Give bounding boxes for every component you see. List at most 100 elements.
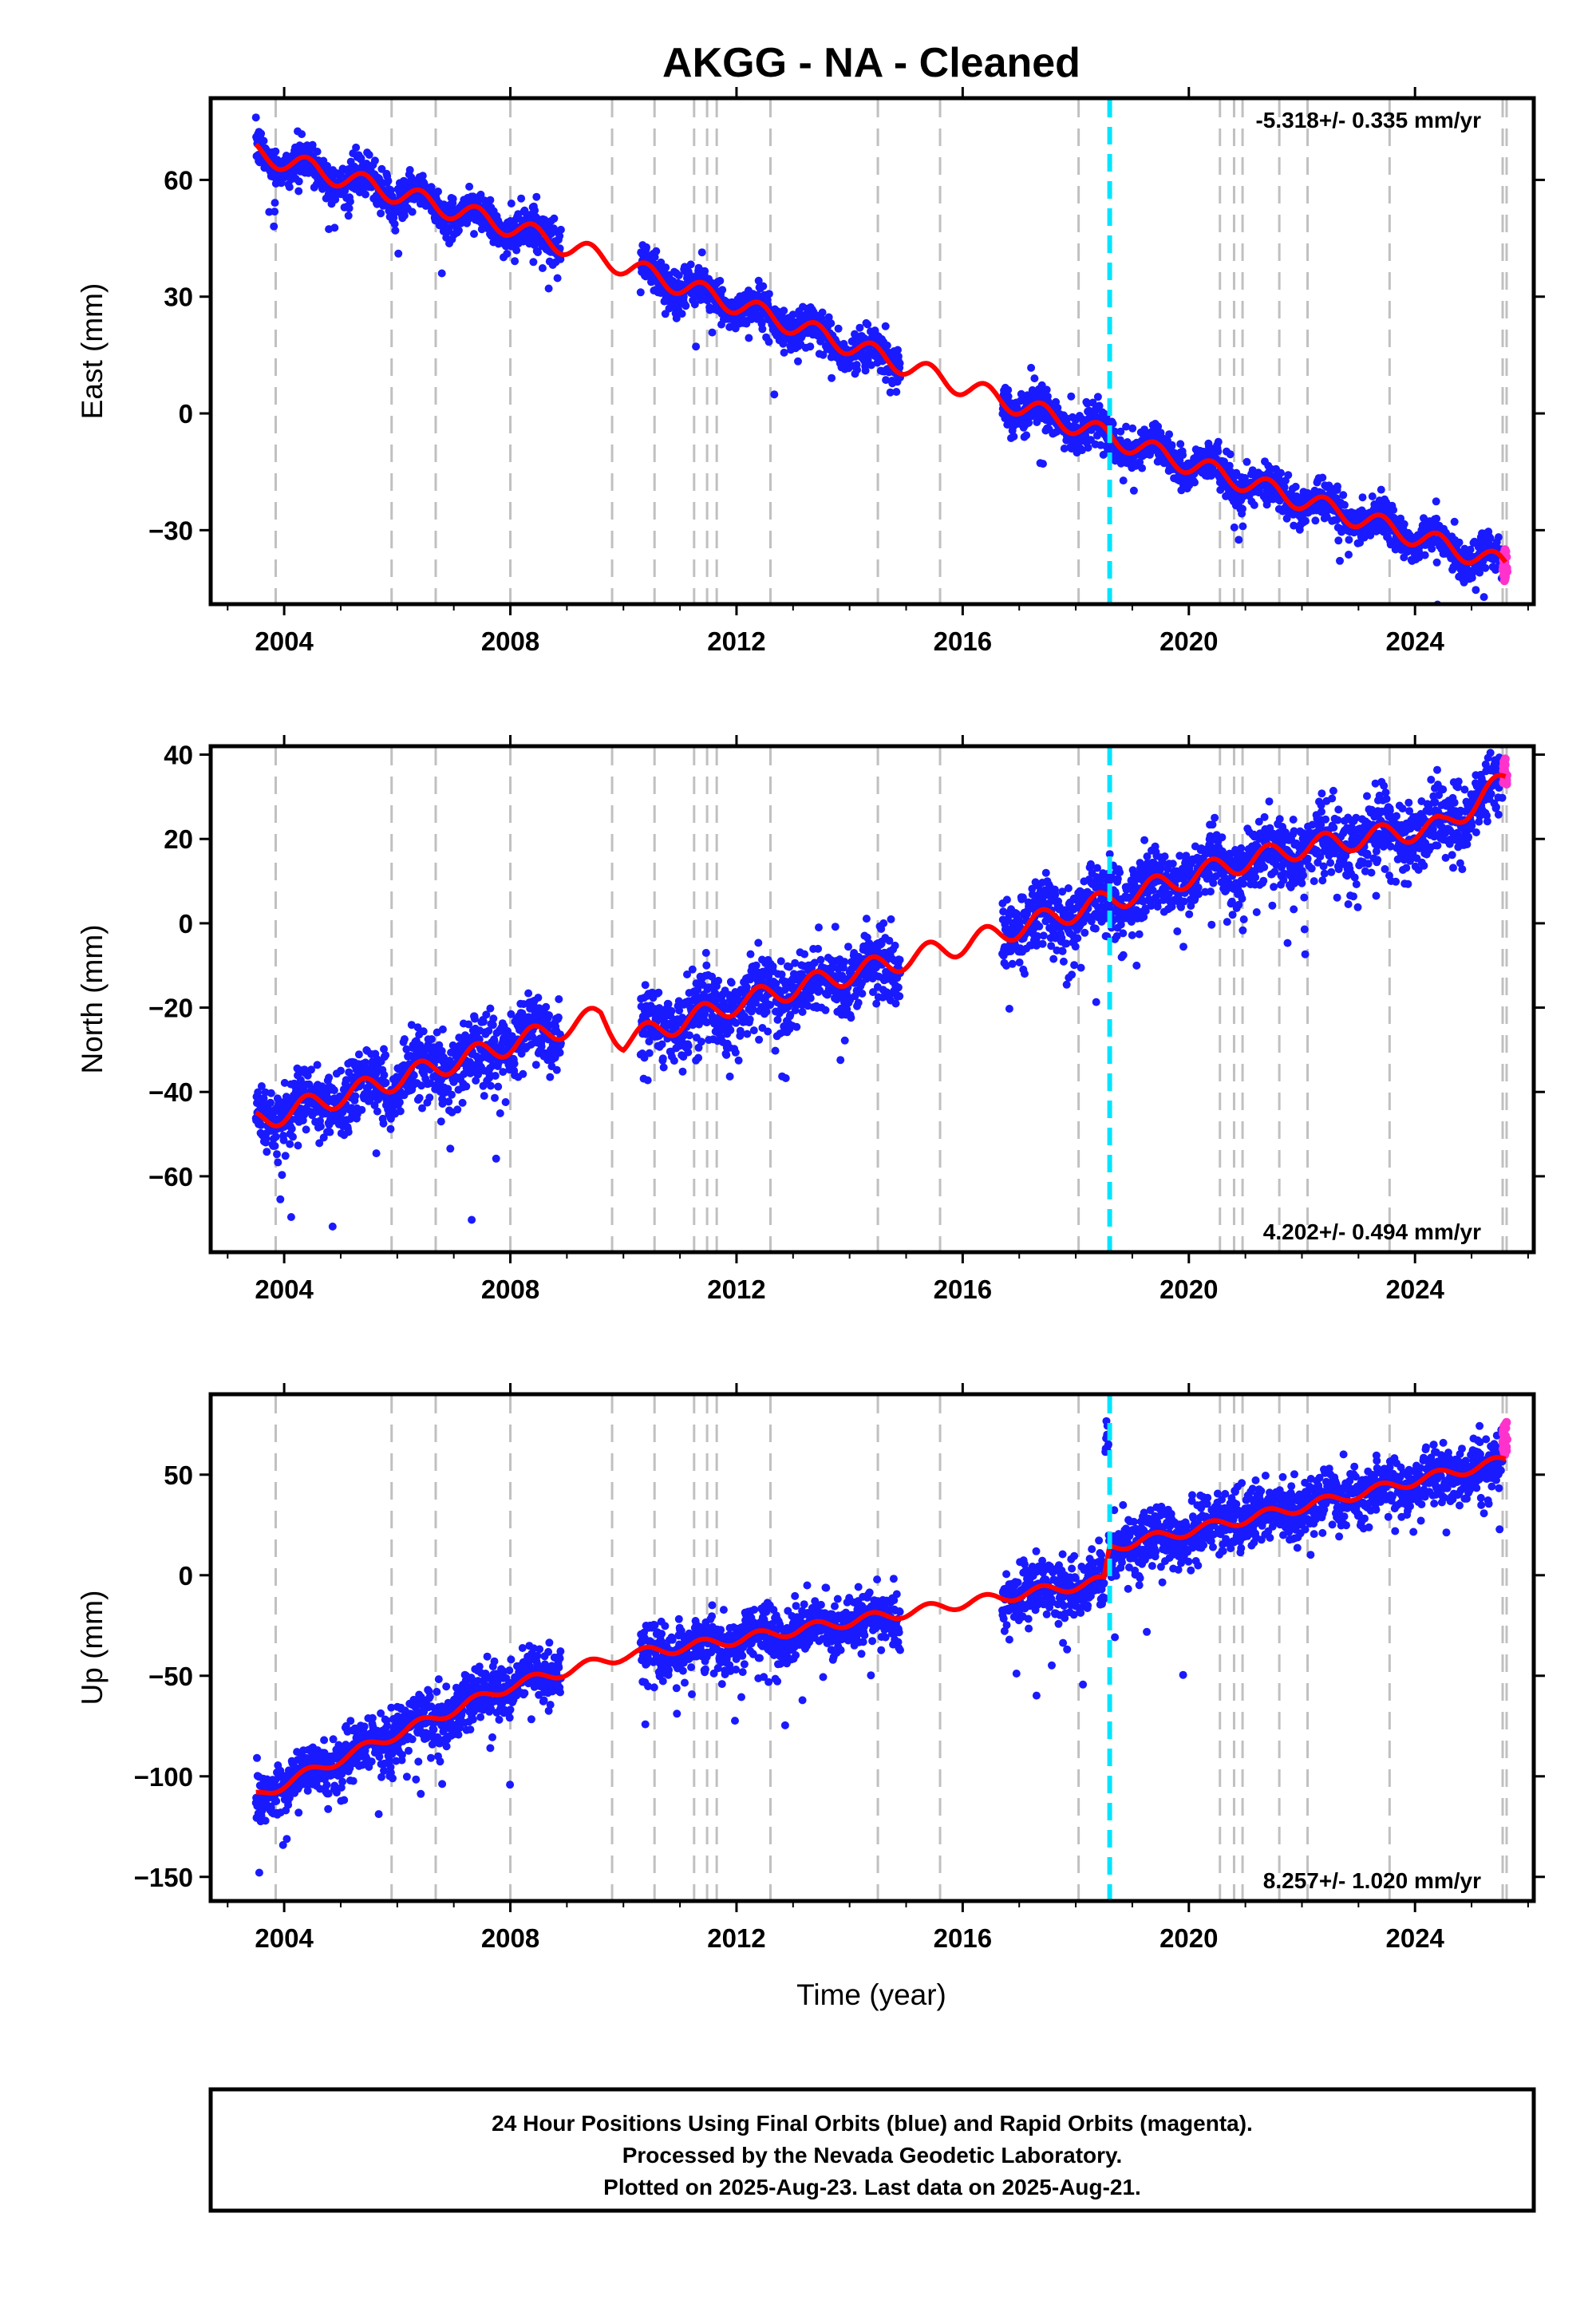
data-point [325, 1073, 334, 1082]
data-point [674, 271, 683, 279]
data-point [550, 214, 559, 223]
x-tick-label: 2004 [255, 626, 314, 656]
data-point [512, 246, 521, 255]
data-point [1004, 392, 1013, 401]
data-point [391, 226, 400, 235]
data-point [454, 226, 463, 235]
data-point [861, 366, 870, 375]
data-point [271, 1141, 279, 1150]
data-point [1225, 461, 1234, 470]
data-point [1400, 520, 1408, 528]
data-point [545, 1011, 553, 1020]
data-point [722, 1050, 731, 1059]
data-point [381, 1078, 390, 1087]
data-point [1345, 536, 1353, 544]
rapid-point [1500, 545, 1510, 555]
data-point [892, 388, 901, 396]
chart-title: AKGG - NA - Cleaned [662, 40, 1080, 86]
data-point [731, 1048, 740, 1057]
data-point [556, 225, 565, 234]
data-point [800, 950, 809, 958]
data-point [278, 1171, 286, 1180]
data-point [556, 255, 565, 263]
data-point [373, 1107, 381, 1116]
data-point [298, 130, 306, 139]
data-point [688, 965, 697, 974]
data-point [788, 310, 797, 319]
data-point [337, 1066, 345, 1075]
data-point [400, 211, 409, 219]
data-point [694, 1053, 703, 1062]
data-point [1486, 534, 1495, 543]
data-point [1128, 424, 1137, 433]
data-point [271, 199, 279, 207]
data-point [641, 981, 650, 990]
data-point [672, 314, 681, 322]
data-point [280, 1078, 289, 1087]
data-point [358, 1105, 366, 1114]
data-point [328, 1222, 337, 1231]
data-point [1004, 385, 1013, 394]
data-point [313, 1061, 322, 1069]
data-point [1250, 500, 1258, 509]
data-point [438, 1025, 447, 1034]
data-point [806, 342, 815, 351]
data-point [468, 1215, 476, 1224]
data-point [418, 172, 427, 180]
data-point [494, 1082, 503, 1091]
data-point [734, 1056, 743, 1065]
data-point [1122, 422, 1131, 431]
data-point [511, 257, 519, 266]
data-point [831, 923, 839, 931]
data-point [1302, 516, 1310, 525]
data-point [1311, 516, 1320, 525]
data-point [370, 156, 379, 165]
x-tick-label: 2012 [707, 626, 765, 656]
final-orbit-points [251, 746, 1507, 1231]
data-point [891, 941, 899, 950]
data-point [458, 1098, 467, 1107]
data-point [470, 1014, 479, 1023]
data-point [496, 1109, 504, 1117]
data-point [480, 1092, 488, 1101]
data-point [251, 113, 260, 122]
data-point [895, 955, 904, 964]
data-point [503, 250, 512, 258]
final-orbit-points [251, 113, 1507, 604]
data-point [534, 248, 542, 257]
data-point [1336, 556, 1344, 565]
data-point [448, 195, 457, 204]
data-point [553, 274, 562, 283]
data-point [725, 1072, 734, 1081]
data-point [780, 306, 788, 315]
data-point [361, 190, 369, 199]
data-point [302, 1125, 310, 1134]
data-point [853, 366, 861, 374]
data-point [1021, 970, 1029, 978]
data-point [1368, 492, 1377, 500]
data-point [381, 1051, 390, 1060]
data-point [758, 325, 767, 334]
data-point [642, 243, 650, 251]
data-point [743, 1030, 752, 1038]
data-point [427, 183, 436, 192]
x-tick-label: 2008 [481, 626, 539, 656]
data-point [1339, 491, 1348, 500]
data-point [670, 1057, 678, 1065]
data-point [1093, 393, 1102, 401]
data-point [400, 1035, 409, 1044]
data-point [1479, 593, 1488, 602]
data-point [821, 1006, 830, 1014]
data-point [380, 1071, 389, 1079]
data-point [1191, 478, 1199, 487]
data-point [1428, 544, 1436, 553]
data-point [546, 1073, 555, 1081]
data-point [415, 1093, 424, 1102]
data-point [257, 1082, 266, 1090]
model-fit-line [254, 142, 1508, 566]
data-point [714, 976, 723, 985]
data-point [271, 1132, 280, 1141]
data-point [316, 1122, 325, 1131]
